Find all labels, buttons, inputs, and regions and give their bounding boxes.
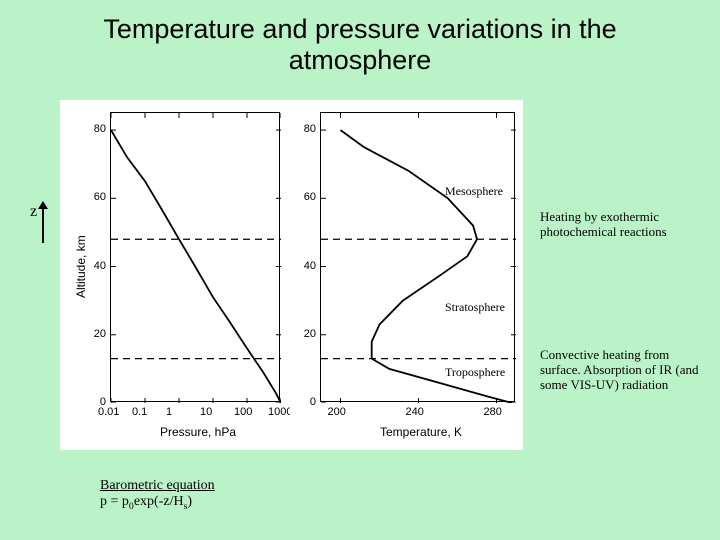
xtick-label: 0.1: [132, 406, 147, 418]
barometric-title: Barometric equation: [100, 478, 215, 493]
ytick-label: 40: [94, 260, 106, 272]
region-label: Troposphere: [445, 365, 505, 380]
title-line-2: atmosphere: [289, 45, 432, 75]
xtick-label: 100: [234, 406, 252, 418]
title-line-1: Temperature and pressure variations in t…: [103, 14, 616, 44]
xtick-label: 1: [166, 406, 172, 418]
pressure-plot-area: [110, 112, 280, 402]
temperature-xlabel: Temperature, K: [380, 425, 462, 439]
barometric-equation-block: Barometric equation p = p0exp(-z/Hs): [100, 478, 215, 512]
region-label: Mesosphere: [445, 184, 503, 199]
xtick-label: 240: [406, 406, 424, 418]
pressure-line-svg: [111, 113, 281, 403]
region-label: Stratosphere: [445, 300, 505, 315]
temperature-plot-area: [320, 112, 515, 402]
pressure-chart-panel: Altitude, km Pressure, hPa 0204060800.01…: [60, 100, 290, 450]
ytick-label: 20: [94, 328, 106, 340]
xtick-label: 280: [484, 406, 502, 418]
ytick-label: 40: [304, 260, 316, 272]
annotation-heating: Heating by exothermic photochemical reac…: [540, 210, 700, 240]
barometric-eq: p = p0exp(-z/Hs): [100, 494, 192, 509]
temperature-chart-panel: Temperature, K 0 20 40 60 80 200 240 280 Mesosph…: [290, 100, 523, 450]
slide-title: Temperature and pressure variations in t…: [0, 0, 720, 76]
xtick-label: 0.01: [98, 406, 119, 418]
ytick-label: 80: [94, 123, 106, 135]
z-axis-letter: z: [30, 203, 37, 221]
temperature-line-svg: [321, 113, 516, 403]
z-axis-arrow-icon: [42, 207, 44, 243]
ytick-label: 20: [304, 328, 316, 340]
xtick-label: 1000: [268, 406, 292, 418]
pressure-ylabel: Altitude, km: [74, 235, 88, 298]
ytick-label: 80: [304, 123, 316, 135]
ytick-label: 60: [94, 191, 106, 203]
xtick-label: 10: [200, 406, 212, 418]
xtick-label: 200: [328, 406, 346, 418]
ytick-label: 0: [310, 396, 316, 408]
annotation-convective: Convective heating from surface. Absorpt…: [540, 348, 710, 393]
ytick-label: 60: [304, 191, 316, 203]
pressure-xlabel: Pressure, hPa: [160, 425, 236, 439]
